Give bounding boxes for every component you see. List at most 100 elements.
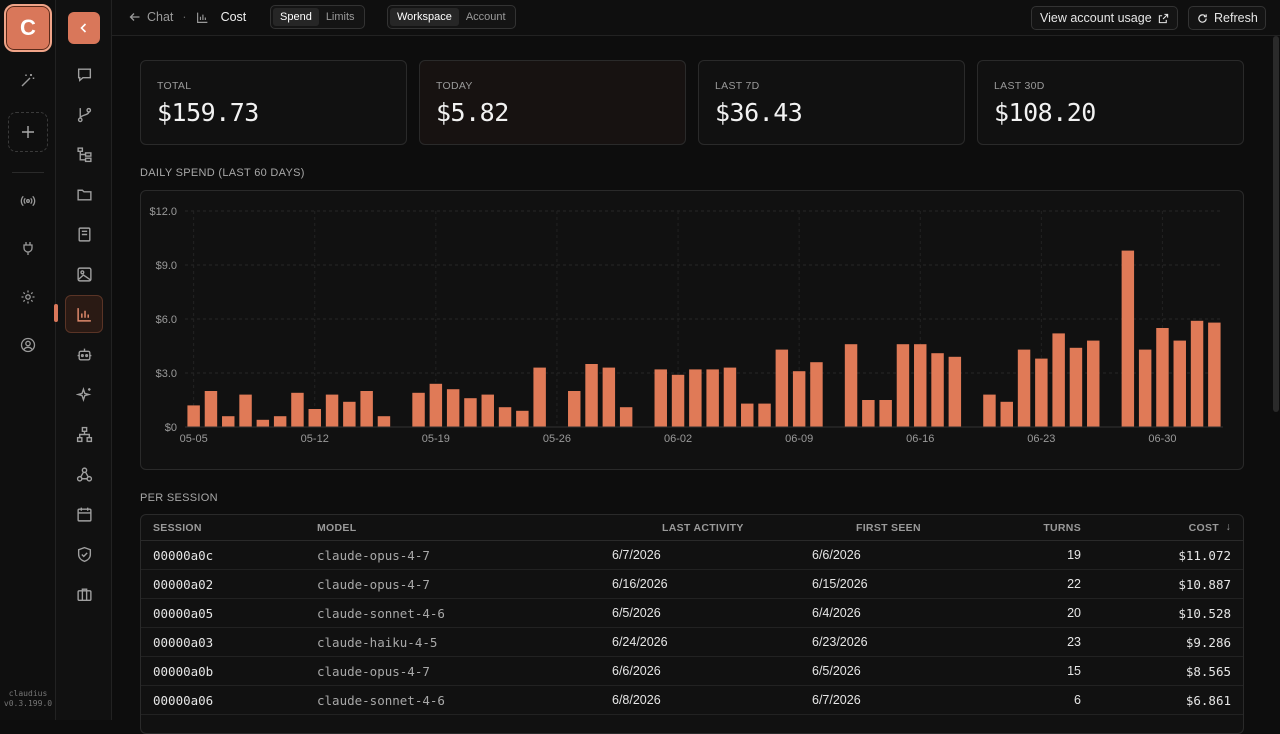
col-model[interactable]: MODEL bbox=[317, 522, 357, 534]
bar bbox=[377, 416, 391, 427]
gear-icon[interactable] bbox=[14, 283, 42, 311]
webhook-icon[interactable] bbox=[68, 458, 100, 490]
git-branch-icon[interactable] bbox=[68, 98, 100, 130]
col-first-seen[interactable]: FIRST SEEN bbox=[856, 522, 921, 534]
arrow-left-icon[interactable] bbox=[129, 11, 141, 23]
external-link-icon bbox=[1158, 13, 1168, 23]
stat-label: TODAY bbox=[436, 80, 473, 92]
table-row[interactable]: 00000a0b claude-opus-4-7 6/6/2026 6/5/2026 1… bbox=[141, 657, 1243, 686]
chat-icon[interactable] bbox=[68, 58, 100, 90]
daily-spend-chart: $0 $3.0 $6.0 $9.0 $12.0 05-05 05-12 05-19 05-26 0… bbox=[140, 190, 1244, 470]
bar bbox=[360, 391, 373, 427]
bar bbox=[429, 383, 443, 427]
table-row[interactable]: 00000a02 claude-opus-4-7 6/16/2026 6/15/202… bbox=[141, 570, 1243, 599]
table-row[interactable]: 00000a0c claude-opus-4-7 6/7/2026 6/6/2026 1… bbox=[141, 541, 1243, 570]
refresh-button[interactable]: Refresh bbox=[1188, 6, 1266, 30]
workspace-avatar[interactable]: C bbox=[4, 4, 52, 52]
bar bbox=[256, 419, 270, 427]
x-tick-label: 06-23 bbox=[1027, 433, 1055, 445]
collapse-sidebar-button[interactable] bbox=[68, 12, 100, 44]
account-icon[interactable] bbox=[14, 331, 42, 359]
col-turns[interactable]: TURNS bbox=[1043, 522, 1081, 534]
x-tick-label: 06-30 bbox=[1148, 433, 1176, 445]
bar bbox=[343, 401, 356, 427]
col-session[interactable]: SESSION bbox=[153, 522, 202, 534]
bar bbox=[568, 391, 581, 427]
cost-cell: $8.565 bbox=[1185, 664, 1231, 679]
stat-card-last-30d: LAST 30D $108.20 bbox=[977, 60, 1244, 145]
first-seen-cell: 6/23/2026 bbox=[812, 635, 868, 649]
breadcrumb-separator: · bbox=[182, 10, 187, 24]
first-seen-cell: 6/5/2026 bbox=[812, 664, 861, 678]
back-to-chat-link[interactable]: Chat bbox=[147, 10, 174, 24]
table-section-title: PER SESSION bbox=[140, 492, 218, 504]
tab-workspace[interactable]: Workspace bbox=[390, 8, 459, 26]
session-cell: 00000a0c bbox=[153, 548, 214, 563]
stat-value: $159.73 bbox=[157, 98, 259, 127]
view-account-usage-label: View account usage bbox=[1040, 11, 1152, 25]
sparkle-icon[interactable] bbox=[68, 378, 100, 410]
col-last-activity[interactable]: LAST ACTIVITY bbox=[662, 522, 744, 534]
stat-label: LAST 7D bbox=[715, 80, 760, 92]
refresh-label: Refresh bbox=[1214, 11, 1258, 25]
book-icon[interactable] bbox=[68, 218, 100, 250]
sort-arrow-icon: ↓ bbox=[1225, 521, 1231, 533]
bar bbox=[741, 403, 754, 427]
bar-chart-icon[interactable] bbox=[65, 295, 103, 333]
view-account-usage-button[interactable]: View account usage bbox=[1031, 6, 1178, 30]
col-cost[interactable]: COST bbox=[1188, 522, 1219, 534]
bar bbox=[1087, 340, 1100, 427]
turns-cell: 15 bbox=[1067, 664, 1081, 678]
bar bbox=[273, 416, 287, 427]
table-row[interactable]: 00000a03 claude-haiku-4-5 6/24/2026 6/23/20… bbox=[141, 628, 1243, 657]
bar bbox=[792, 371, 806, 427]
plug-icon[interactable] bbox=[14, 234, 42, 262]
stat-value: $36.43 bbox=[715, 98, 803, 127]
broadcast-icon[interactable] bbox=[14, 187, 42, 215]
x-tick-label: 05-26 bbox=[543, 433, 571, 445]
folder-icon[interactable] bbox=[68, 178, 100, 210]
wand-icon[interactable] bbox=[14, 66, 42, 94]
chart-section-title: DAILY SPEND (LAST 60 DAYS) bbox=[140, 167, 305, 179]
app-version: v0.3.199.0 bbox=[3, 699, 53, 708]
bar bbox=[291, 392, 304, 427]
table-row[interactable]: 00000a06 claude-sonnet-4-6 6/8/2026 6/7/202… bbox=[141, 686, 1243, 715]
tab-account[interactable]: Account bbox=[465, 11, 506, 23]
bar bbox=[412, 392, 425, 427]
image-icon[interactable] bbox=[68, 258, 100, 290]
model-cell: claude-opus-4-7 bbox=[317, 664, 430, 679]
tab-limits[interactable]: Limits bbox=[325, 11, 355, 23]
turns-cell: 22 bbox=[1067, 577, 1081, 591]
network-icon[interactable] bbox=[68, 418, 100, 450]
tab-spend[interactable]: Spend bbox=[273, 8, 319, 26]
bar bbox=[446, 389, 460, 427]
briefcase-icon[interactable] bbox=[68, 578, 100, 610]
calendar-icon[interactable] bbox=[68, 498, 100, 530]
turns-cell: 20 bbox=[1067, 606, 1081, 620]
bar bbox=[671, 374, 685, 427]
bar bbox=[844, 344, 858, 427]
session-cell: 00000a06 bbox=[153, 693, 214, 708]
scrollbar[interactable] bbox=[1272, 36, 1280, 416]
bar-chart-icon bbox=[196, 12, 207, 23]
tree-icon[interactable] bbox=[68, 138, 100, 170]
daily-spend-chart-svg: $0 $3.0 $6.0 $9.0 $12.0 05-05 05-12 05-19 05-26 0… bbox=[149, 206, 1223, 445]
bar bbox=[706, 369, 719, 427]
scope-toggle: Workspace Account bbox=[387, 5, 516, 29]
per-session-table: SESSION MODEL LAST ACTIVITY FIRST SEEN T… bbox=[140, 514, 1244, 734]
bar bbox=[585, 364, 598, 427]
bar bbox=[983, 394, 996, 427]
x-tick-label: 06-09 bbox=[785, 433, 813, 445]
workspace-rail: C claudius v0.3.199.0 bbox=[0, 0, 56, 720]
shield-check-icon[interactable] bbox=[68, 538, 100, 570]
refresh-icon bbox=[1198, 13, 1207, 23]
table-row[interactable]: 00000a05 claude-sonnet-4-6 6/5/2026 6/4/202… bbox=[141, 599, 1243, 628]
add-workspace-button[interactable] bbox=[8, 112, 48, 152]
model-cell: claude-opus-4-7 bbox=[317, 548, 430, 563]
scrollbar-thumb[interactable] bbox=[1273, 36, 1279, 412]
model-cell: claude-haiku-4-5 bbox=[317, 635, 438, 650]
bar bbox=[481, 394, 494, 427]
bot-icon[interactable] bbox=[68, 338, 100, 370]
bar bbox=[1190, 320, 1204, 427]
x-tick-label: 05-12 bbox=[301, 433, 329, 445]
